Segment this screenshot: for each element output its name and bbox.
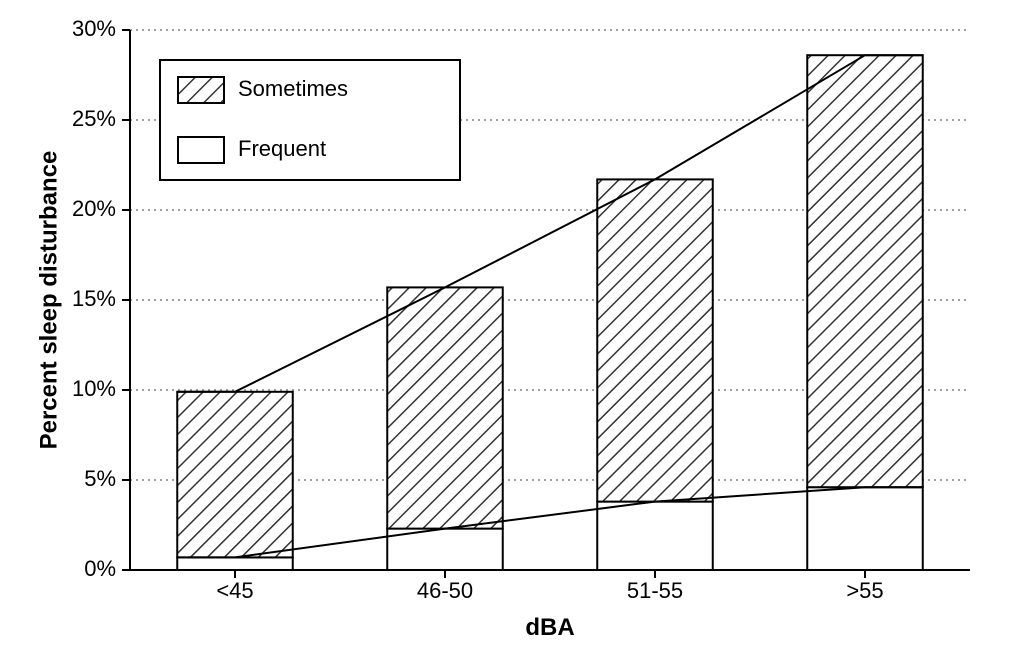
y-tick-label: 20% xyxy=(72,196,116,221)
legend-label-sometimes: Sometimes xyxy=(238,76,348,101)
y-axis-label: Percent sleep disturbance xyxy=(35,151,62,450)
x-tick-label: 46-50 xyxy=(417,578,473,603)
bar-frequent xyxy=(177,557,293,570)
x-tick-label: >55 xyxy=(846,578,883,603)
bar-frequent xyxy=(597,502,713,570)
legend-swatch-sometimes xyxy=(178,77,224,103)
bar-sometimes xyxy=(177,392,293,558)
chart-svg: 0% 5% 10% 15% 20% 25% 30% <45 46-50 51-55 >55 dBA Pe… xyxy=(0,0,1023,670)
bar-sometimes xyxy=(597,179,713,501)
y-tick-label: 10% xyxy=(72,376,116,401)
y-tick-label: 15% xyxy=(72,286,116,311)
bar-sometimes xyxy=(807,55,923,487)
y-tick-label: 5% xyxy=(84,466,116,491)
y-tick-label: 30% xyxy=(72,16,116,41)
y-tick-label: 0% xyxy=(84,556,116,581)
bar-sometimes xyxy=(387,287,503,528)
sleep-disturbance-chart: 0% 5% 10% 15% 20% 25% 30% <45 46-50 51-55 >55 dBA Pe… xyxy=(0,0,1023,670)
legend-label-frequent: Frequent xyxy=(238,136,326,161)
legend-swatch-frequent xyxy=(178,137,224,163)
y-tick-label: 25% xyxy=(72,106,116,131)
x-tick-label: <45 xyxy=(216,578,253,603)
x-tick-label: 51-55 xyxy=(627,578,683,603)
bar-frequent xyxy=(807,487,923,570)
x-axis-label: dBA xyxy=(525,614,574,641)
